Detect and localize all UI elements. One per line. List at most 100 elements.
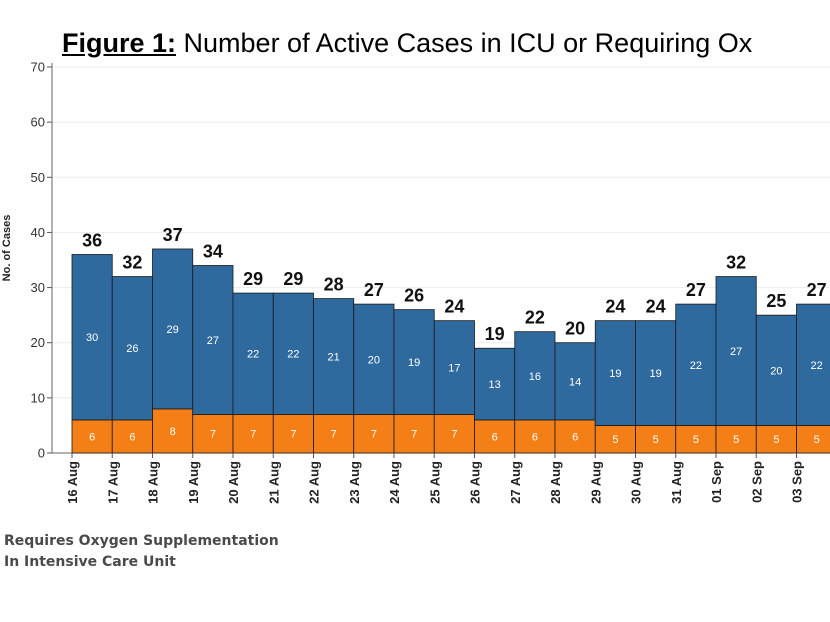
bar-segment-oxygen xyxy=(232,292,274,415)
data-label-icu: 7 xyxy=(331,429,337,441)
data-label-icu: 6 xyxy=(532,431,538,443)
bar-segment-icu xyxy=(635,425,677,454)
data-label-icu: 8 xyxy=(170,426,176,438)
x-tick-label: 27 Aug xyxy=(508,461,523,504)
stacked-bars: 6 30 36 6 26 32 8 29 37 7 27 34 7 22 29 7 22 29 7 21 28 7 20 27… xyxy=(71,225,830,454)
data-label-oxygen: 16 xyxy=(529,371,541,383)
bar-segment-icu xyxy=(514,419,556,454)
bar-segment-icu xyxy=(192,413,234,454)
data-label-oxygen: 22 xyxy=(247,349,259,361)
x-tick-label: 31 Aug xyxy=(669,461,684,504)
legend-item-icu: In Intensive Care Unit xyxy=(4,554,176,570)
x-tick-label: 16 Aug xyxy=(65,461,80,504)
y-tick-label: 40 xyxy=(31,225,45,240)
x-tick-label: 24 Aug xyxy=(387,461,402,504)
bar-segment-oxygen xyxy=(796,303,830,426)
x-tick-label: 02 Sep xyxy=(749,461,764,503)
data-label-oxygen: 19 xyxy=(408,357,420,369)
chart-title: Figure 1: Number of Active Cases in ICU … xyxy=(62,30,752,57)
y-tick-label: 30 xyxy=(31,280,45,295)
bar-segment-oxygen xyxy=(675,303,717,426)
data-label-oxygen: 22 xyxy=(287,349,299,361)
data-label-total: 24 xyxy=(444,297,464,317)
title-text: Number of Active Cases in ICU or Requiri… xyxy=(183,28,753,58)
bar-segment-icu xyxy=(675,425,717,454)
data-label-icu: 5 xyxy=(773,434,779,446)
data-label-icu: 7 xyxy=(451,429,457,441)
bar-segment-icu xyxy=(272,413,314,454)
x-tick-label: 28 Aug xyxy=(548,461,563,504)
data-label-icu: 5 xyxy=(653,434,659,446)
data-label-oxygen: 13 xyxy=(489,379,501,391)
x-tick-label: 23 Aug xyxy=(347,461,362,504)
data-label-icu: 7 xyxy=(411,429,417,441)
bar-segment-icu xyxy=(554,419,596,454)
data-label-oxygen: 19 xyxy=(650,368,662,380)
x-tick-label: 26 Aug xyxy=(468,461,483,504)
bar-segment-icu xyxy=(715,425,757,454)
data-label-oxygen: 30 xyxy=(86,332,98,344)
bar-segment-icu xyxy=(796,425,830,454)
data-label-total: 32 xyxy=(726,253,746,273)
legend: Requires Oxygen Supplementation In Inten… xyxy=(4,531,279,573)
bar-segment-oxygen xyxy=(353,303,395,415)
data-label-total: 29 xyxy=(243,269,263,289)
bar-segment-oxygen xyxy=(433,320,475,415)
x-tick-label: 30 Aug xyxy=(629,461,644,504)
bar-segment-oxygen xyxy=(755,314,797,426)
bar-segment-oxygen xyxy=(71,254,113,421)
y-axis-label: No. of Cases xyxy=(1,215,13,282)
data-label-total: 19 xyxy=(485,324,505,344)
bar-segment-oxygen xyxy=(393,309,435,415)
bar-segment-icu xyxy=(152,408,194,454)
data-label-icu: 7 xyxy=(250,429,256,441)
data-label-total: 34 xyxy=(203,242,223,262)
data-label-icu: 6 xyxy=(492,431,498,443)
data-label-oxygen: 22 xyxy=(811,360,823,372)
data-label-icu: 5 xyxy=(733,434,739,446)
data-label-oxygen: 19 xyxy=(609,368,621,380)
data-label-oxygen: 22 xyxy=(690,360,702,372)
bar-segment-oxygen xyxy=(635,320,677,426)
data-label-oxygen: 27 xyxy=(207,335,219,347)
data-label-icu: 6 xyxy=(89,431,95,443)
y-tick-label: 20 xyxy=(31,335,45,350)
bar-segment-oxygen xyxy=(152,248,194,410)
bar-segment-oxygen xyxy=(313,298,355,415)
data-label-oxygen: 27 xyxy=(730,346,742,358)
figure-number: Figure 1: xyxy=(62,28,177,58)
data-label-icu: 5 xyxy=(814,434,820,446)
data-label-total: 32 xyxy=(122,253,142,273)
legend-item-oxygen: Requires Oxygen Supplementation xyxy=(4,533,279,549)
data-label-icu: 7 xyxy=(210,429,216,441)
data-label-total: 29 xyxy=(283,269,303,289)
bar-segment-icu xyxy=(232,413,274,454)
bar-segment-oxygen xyxy=(272,292,314,415)
data-label-oxygen: 14 xyxy=(569,376,581,388)
data-label-total: 27 xyxy=(364,280,384,300)
bar-segment-icu xyxy=(313,413,355,454)
data-label-oxygen: 21 xyxy=(328,352,340,364)
x-tick-label: 01 Sep xyxy=(709,461,724,503)
data-label-oxygen: 20 xyxy=(770,365,782,377)
y-tick-label: 10 xyxy=(31,390,45,405)
data-label-total: 28 xyxy=(324,275,344,295)
x-tick-label: 18 Aug xyxy=(146,461,161,504)
data-label-icu: 5 xyxy=(693,434,699,446)
x-tick-label: 17 Aug xyxy=(105,461,120,504)
data-label-total: 20 xyxy=(565,319,585,339)
x-tick-label: 22 Aug xyxy=(307,461,322,504)
data-label-total: 25 xyxy=(766,291,786,311)
data-label-icu: 6 xyxy=(129,431,135,443)
y-tick-label: 50 xyxy=(31,170,45,185)
bar-segment-icu xyxy=(111,419,153,454)
x-tick-label: 29 Aug xyxy=(588,461,603,504)
data-label-total: 36 xyxy=(82,230,102,250)
x-tick-label: 20 Aug xyxy=(226,461,241,504)
x-tick-label: 21 Aug xyxy=(266,461,281,504)
x-tick-label: 19 Aug xyxy=(186,461,201,504)
data-label-icu: 6 xyxy=(572,431,578,443)
x-tick-label: 25 Aug xyxy=(427,461,442,504)
data-label-total: 27 xyxy=(686,280,706,300)
